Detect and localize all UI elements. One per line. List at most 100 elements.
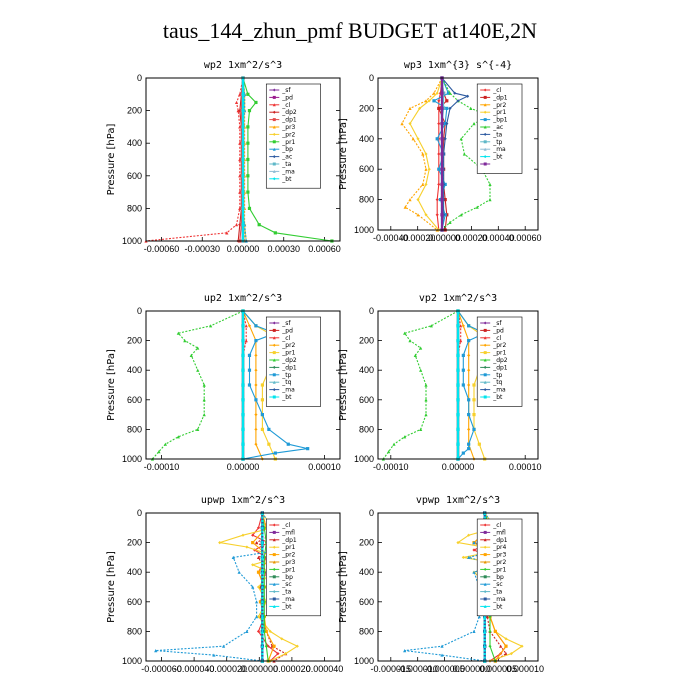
series-point: [241, 383, 245, 387]
legend-label: _dp1: [281, 117, 297, 124]
legend-label: _pr1: [281, 139, 295, 146]
legend-marker: [483, 147, 487, 151]
series-point: [267, 442, 271, 446]
series-point: [445, 106, 449, 110]
legend-label: _pr2: [492, 342, 506, 349]
series-point: [247, 109, 252, 113]
legend-label: _pr2: [492, 559, 506, 566]
legend-label: _ma: [492, 387, 506, 394]
legend-marker: [272, 155, 276, 159]
legend-marker: [272, 88, 276, 92]
y-tick-label: 600: [127, 597, 142, 607]
series-point: [437, 167, 441, 171]
legend-label: _ta: [281, 161, 291, 168]
legend-marker: [483, 88, 487, 92]
series-point: [254, 398, 258, 402]
legend-label: _dp2: [492, 357, 508, 364]
legend-marker: [272, 380, 276, 384]
plot-frame: [377, 77, 539, 231]
series-point: [268, 629, 272, 633]
y-tick-label: 1000: [122, 454, 142, 464]
x-tick-label: 0.000000: [241, 664, 279, 674]
legend-marker: [272, 523, 276, 527]
series-point: [472, 427, 476, 431]
series-point: [403, 649, 407, 653]
series-point: [247, 206, 252, 210]
series-point: [461, 451, 465, 455]
x-tick-label: 0.000010: [506, 664, 544, 674]
legend-marker: [272, 125, 276, 129]
legend-label: _pr1: [492, 566, 506, 573]
x-tick-label: -0.00020: [400, 233, 436, 243]
y-axis-label: Pressure [hPa]: [338, 118, 349, 190]
series-point: [456, 99, 460, 103]
series-point: [251, 541, 255, 545]
y-tick-label: 1000: [122, 656, 142, 666]
series-point: [424, 152, 428, 156]
series-group: [150, 309, 310, 461]
legend-marker: [483, 328, 487, 332]
series-point: [254, 324, 258, 328]
legend-label: _pr1: [492, 350, 506, 357]
series-point: [241, 157, 245, 162]
legend-label: _bp: [492, 574, 504, 581]
series-point: [218, 541, 222, 545]
series-point: [256, 526, 261, 530]
series-point: [212, 653, 216, 657]
series-point: [461, 324, 465, 328]
series-point: [472, 398, 476, 402]
series-point: [260, 644, 264, 648]
legend-marker: [483, 582, 487, 586]
x-tick-label: 0.000005: [480, 664, 518, 674]
legend-marker: [272, 162, 276, 166]
series-point: [266, 644, 270, 648]
legend-label: _tq: [492, 379, 502, 386]
legend-label: _tp: [492, 139, 502, 146]
legend-marker: [272, 604, 276, 608]
series-point: [456, 339, 460, 343]
legend-marker: [483, 110, 487, 114]
y-tick-label: 800: [127, 203, 142, 213]
x-tick-label: 0.00010: [509, 462, 542, 472]
y-tick-label: 1000: [354, 225, 374, 235]
series-point: [456, 541, 460, 545]
series-point: [472, 122, 476, 126]
series-point: [408, 122, 412, 126]
x-tick-label: -0.00010: [144, 462, 180, 472]
series-line: [155, 512, 307, 662]
legend-marker: [483, 380, 487, 384]
legend-marker: [272, 110, 276, 114]
x-tick-label: 0.00000: [442, 462, 475, 472]
legend-label: _sc: [492, 581, 502, 588]
series-point: [483, 615, 487, 619]
series-point: [408, 106, 412, 110]
legend-marker: [483, 103, 487, 107]
legend-marker: [272, 343, 276, 347]
legend-marker: [483, 336, 487, 340]
legend-label: _cl: [281, 522, 290, 529]
series-point: [256, 570, 261, 574]
series-point: [273, 451, 277, 455]
legend-label: _pr1: [492, 109, 506, 116]
series-point: [260, 398, 264, 402]
series-point: [456, 353, 460, 357]
series-point: [260, 600, 264, 604]
legend-label: _bp: [281, 146, 293, 153]
series-point: [254, 615, 259, 619]
series-point: [432, 99, 436, 103]
series-point: [456, 413, 460, 417]
series-point: [260, 555, 264, 559]
series-point: [241, 442, 245, 446]
legend-label: _pr1: [281, 544, 295, 551]
series-point: [456, 324, 460, 328]
x-tick-label: -0.000010: [397, 664, 438, 674]
series-point: [440, 106, 444, 110]
series-point: [448, 106, 452, 110]
series-point: [472, 629, 476, 633]
series-point: [461, 353, 465, 357]
panel-title: up2 1xm^2/s^3: [204, 293, 282, 304]
legend-label: _bt: [281, 394, 292, 401]
legend-label: _pr2: [281, 342, 295, 349]
series-point: [245, 629, 249, 633]
legend-marker: [272, 582, 276, 586]
